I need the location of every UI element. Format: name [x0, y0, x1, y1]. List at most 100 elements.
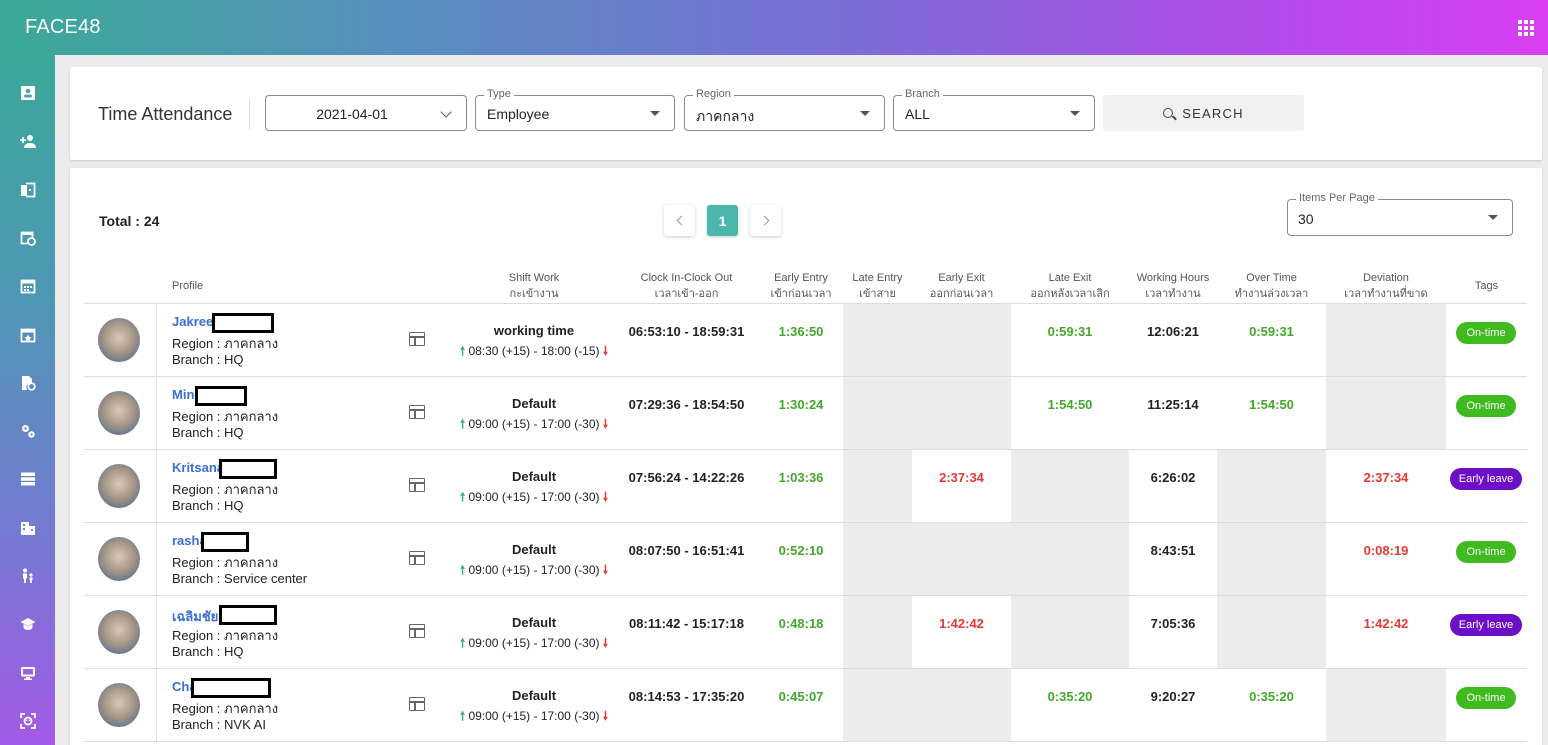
table-view-icon[interactable] [409, 697, 425, 711]
dropdown-arrow-icon [1488, 215, 1498, 220]
header-late-entry-en: Late Entry [852, 272, 903, 284]
arrow-up-icon: 🠕 [459, 417, 466, 431]
employee-region: Region : ภาคกลาง [172, 409, 279, 424]
chevron-right-icon [759, 215, 769, 226]
working-hours-value: 11:25:14 [1147, 397, 1199, 412]
clock-in-out: 07:56:24 - 14:22:26 [628, 470, 745, 485]
graduation-cap-icon [20, 618, 35, 631]
sidebar-item-calendar[interactable] [0, 262, 55, 310]
header-early-entry-en: Early Entry [774, 272, 828, 284]
arrow-down-icon: 🠗 [602, 344, 609, 358]
sidebar-item-family[interactable] [0, 552, 55, 600]
header-late-exit-en: Late Exit [1048, 272, 1092, 284]
header-tags: Tags [1474, 280, 1499, 292]
sidebar-item-settings[interactable] [0, 407, 55, 455]
avatar [98, 318, 140, 362]
over-time-value: 0:35:20 [1249, 689, 1294, 704]
empty-cell [912, 523, 1011, 595]
sidebar-item-add-person[interactable] [0, 117, 55, 165]
title-divider [249, 99, 250, 129]
header-working-hours-en: Working Hours [1136, 272, 1210, 284]
prev-page-button[interactable] [664, 205, 695, 236]
document-clock-icon [21, 375, 36, 391]
type-label: Type [484, 88, 514, 100]
shift-time-text: 09:00 (+15) - 17:00 (-30) [468, 709, 600, 723]
items-per-page-label: Items Per Page [1296, 192, 1378, 204]
search-button[interactable]: SEARCH [1103, 95, 1304, 131]
shift-time-text: 09:00 (+15) - 17:00 (-30) [468, 490, 600, 504]
sidebar-item-devices[interactable] [0, 648, 55, 696]
type-select[interactable]: Type Employee [475, 88, 675, 131]
deviation-value: 2:37:34 [1363, 470, 1409, 485]
apps-grid-icon[interactable] [1518, 19, 1534, 36]
shift-time-text: 09:00 (+15) - 17:00 (-30) [468, 417, 600, 431]
clock-in-out: 07:29:36 - 18:54:50 [628, 397, 745, 412]
calendar-icon [20, 279, 35, 294]
sidebar-item-contacts[interactable] [0, 69, 55, 117]
table-row: Kritsana Region : ภาคกลาง Branch : HQ Defau… [84, 450, 1527, 523]
page-title: Time Attendance [98, 104, 233, 124]
attendance-table-panel: Total : 24 1 Items Per Page 30 Profile S… [70, 168, 1542, 745]
arrow-down-icon: 🠗 [602, 563, 609, 577]
search-icon [1163, 108, 1174, 118]
arrow-up-icon: 🠕 [459, 344, 466, 358]
region-select[interactable]: Region ภาคกลาง [684, 88, 885, 131]
table-view-icon[interactable] [409, 332, 425, 346]
next-page-button[interactable] [750, 205, 781, 236]
branch-select[interactable]: Branch ALL [893, 88, 1095, 131]
shift-name: Default [511, 396, 557, 411]
shift-name: Default [511, 469, 557, 484]
items-per-page-select[interactable]: Items Per Page 30 [1287, 192, 1513, 236]
date-picker[interactable]: 2021-04-01 [265, 95, 467, 131]
sidebar-item-training[interactable] [0, 600, 55, 648]
table-view-icon[interactable] [409, 551, 425, 565]
region-label: Region [693, 88, 734, 100]
face-scan-icon [19, 712, 36, 729]
sidebar-item-face-scan[interactable] [0, 697, 55, 745]
working-hours-value: 9:20:27 [1150, 689, 1196, 704]
employee-name-link[interactable]: Jakree [172, 314, 214, 329]
late-exit-value: 1:54:50 [1047, 397, 1093, 412]
avatar [98, 610, 140, 654]
app-brand[interactable]: FACE48 [25, 16, 101, 38]
employee-region: Region : ภาคกลาง [172, 482, 279, 497]
sidebar-item-branches[interactable] [0, 504, 55, 552]
avatar [98, 464, 140, 508]
sidebar-item-events[interactable] [0, 310, 55, 358]
employee-name-link[interactable]: เฉลิมชัย [172, 609, 219, 624]
employee-name-link[interactable]: Kritsana [172, 460, 225, 475]
avatar [98, 683, 140, 727]
empty-cell [843, 450, 912, 522]
status-badge: On-time [1456, 322, 1516, 344]
employee-branch: Branch : NVK AI [172, 717, 266, 732]
header-late-exit-th: ออกหลังเวลาเลิก [1030, 288, 1110, 300]
empty-cell [843, 669, 912, 741]
header-early-exit: Early Exit ออกก่อนเวลา [912, 270, 1011, 302]
empty-cell [1217, 523, 1326, 595]
sidebar-nav [0, 55, 55, 745]
status-badge: Early leave [1450, 468, 1522, 490]
page-1-button[interactable]: 1 [707, 205, 738, 236]
sidebar-item-data[interactable] [0, 455, 55, 503]
header-late-entry: Late Entry เข้าสาย [843, 270, 912, 302]
sidebar-item-schedule[interactable] [0, 214, 55, 262]
building-icon [20, 521, 35, 535]
branch-value: ALL [905, 106, 930, 122]
top-app-bar: FACE48 [0, 0, 1548, 55]
header-shift-work-en: Shift Work [508, 272, 560, 284]
employee-region: Region : ภาคกลาง [172, 701, 279, 716]
table-view-icon[interactable] [409, 478, 425, 492]
empty-cell [1217, 596, 1326, 668]
table-view-icon[interactable] [409, 624, 425, 638]
table-view-icon[interactable] [409, 405, 425, 419]
arrow-down-icon: 🠗 [602, 490, 609, 504]
sidebar-item-exit[interactable] [0, 166, 55, 214]
arrow-down-icon: 🠗 [602, 636, 609, 650]
employee-branch: Branch : HQ [172, 644, 244, 659]
shift-time: 🠕 09:00 (+15) - 17:00 (-30) 🠗 [450, 415, 618, 436]
header-shift-work: Shift Work กะเข้างาน [464, 270, 604, 302]
employee-name-link[interactable]: Min [172, 387, 195, 402]
header-early-entry-th: เข้าก่อนเวลา [770, 288, 832, 300]
sidebar-item-reports[interactable] [0, 359, 55, 407]
